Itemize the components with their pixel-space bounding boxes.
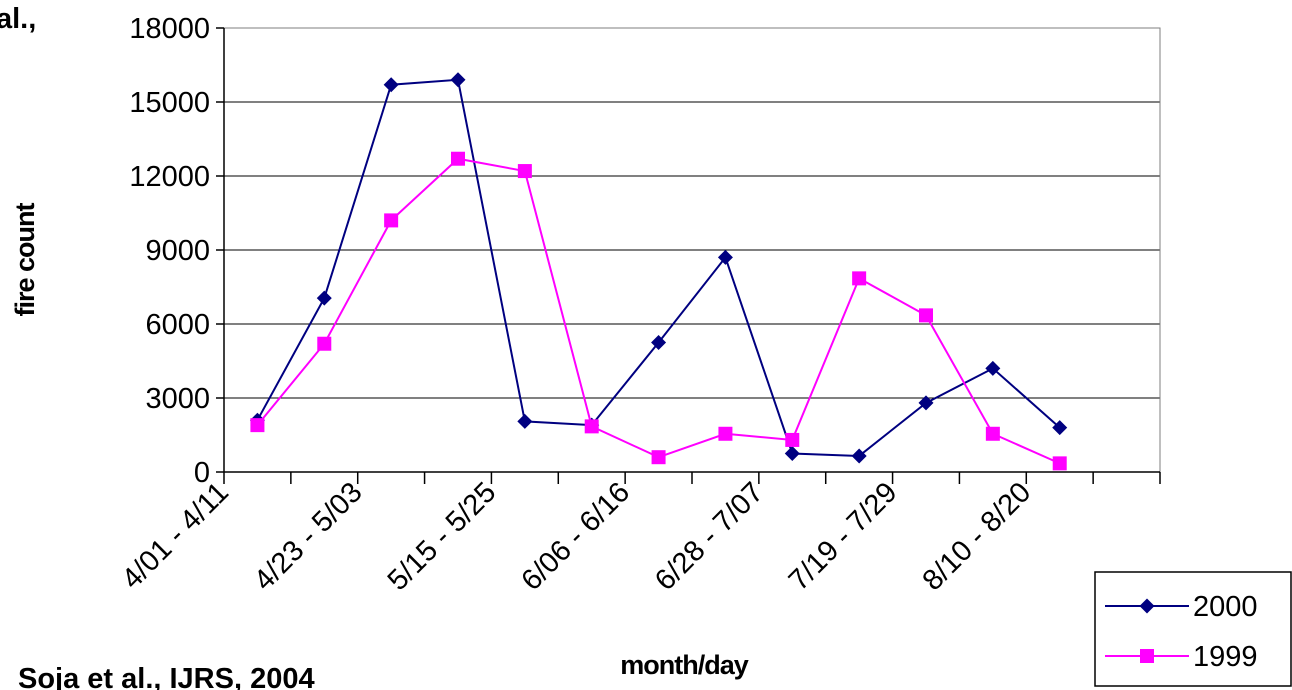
- y-tick-label: 18000: [129, 13, 210, 45]
- x-axis-title: month/day: [620, 650, 748, 680]
- citation-text: Soja et al., IJRS, 2004: [18, 663, 315, 690]
- y-tick-label: 0: [194, 457, 210, 489]
- x-tick-label: 6/28 - 7/07: [649, 476, 770, 597]
- data-point: [785, 432, 800, 447]
- data-point: [517, 164, 532, 179]
- data-point: [651, 335, 667, 350]
- y-tick-label: 12000: [129, 161, 210, 193]
- y-tick-label: 9000: [145, 235, 210, 267]
- data-point: [919, 308, 933, 323]
- x-tick-label: 5/15 - 5/25: [382, 476, 503, 597]
- data-point: [717, 249, 733, 265]
- data-point: [651, 450, 666, 465]
- legend-marker: [1140, 649, 1154, 663]
- series-line-2000: [256, 78, 1061, 457]
- legend-marker: [1139, 598, 1155, 614]
- legend-label: 1999: [1193, 641, 1258, 673]
- data-point: [383, 77, 399, 93]
- y-tick-label: 15000: [129, 87, 210, 119]
- y-axis-ticks: 0 3000 6000 9000 12000 15000 18000: [129, 13, 224, 489]
- data-point: [985, 426, 1000, 441]
- y-tick-label: 3000: [145, 383, 210, 415]
- data-point: [584, 419, 599, 434]
- series-line-1999: [256, 157, 1061, 465]
- x-axis-ticks: 4/01 - 4/11 4/23 - 5/03 5/15 - 5/25 6/06 - …: [116, 472, 1161, 597]
- data-point: [1052, 420, 1068, 436]
- data-point: [784, 446, 800, 461]
- data-point: [450, 72, 466, 88]
- x-tick-label: 4/01 - 4/11: [116, 476, 235, 595]
- x-tick-label: 4/23 - 5/03: [248, 476, 369, 597]
- data-point: [316, 290, 332, 306]
- grid-lines: [223, 27, 1161, 473]
- data-point: [852, 271, 867, 286]
- legend: 2000 1999: [1094, 571, 1292, 687]
- data-point: [851, 448, 867, 464]
- series-layer: [249, 72, 1068, 471]
- data-point: [1052, 456, 1067, 471]
- data-point: [384, 213, 399, 228]
- y-axis-title: fire count: [10, 202, 40, 316]
- top-left-text-fragment: al.,: [0, 3, 36, 35]
- x-tick-label: 6/06 - 6/16: [515, 476, 636, 597]
- data-point: [517, 413, 533, 429]
- data-point: [985, 360, 1001, 376]
- data-point: [718, 426, 733, 441]
- data-point: [317, 336, 332, 351]
- data-point: [451, 151, 465, 166]
- legend-label: 2000: [1193, 591, 1258, 623]
- x-tick-label: 8/10 - 8/20: [917, 476, 1038, 597]
- data-point: [918, 395, 934, 411]
- x-tick-label: 7/19 - 7/29: [783, 476, 904, 597]
- y-tick-label: 6000: [145, 309, 210, 341]
- data-point: [250, 418, 265, 433]
- legend-box: [1094, 571, 1292, 687]
